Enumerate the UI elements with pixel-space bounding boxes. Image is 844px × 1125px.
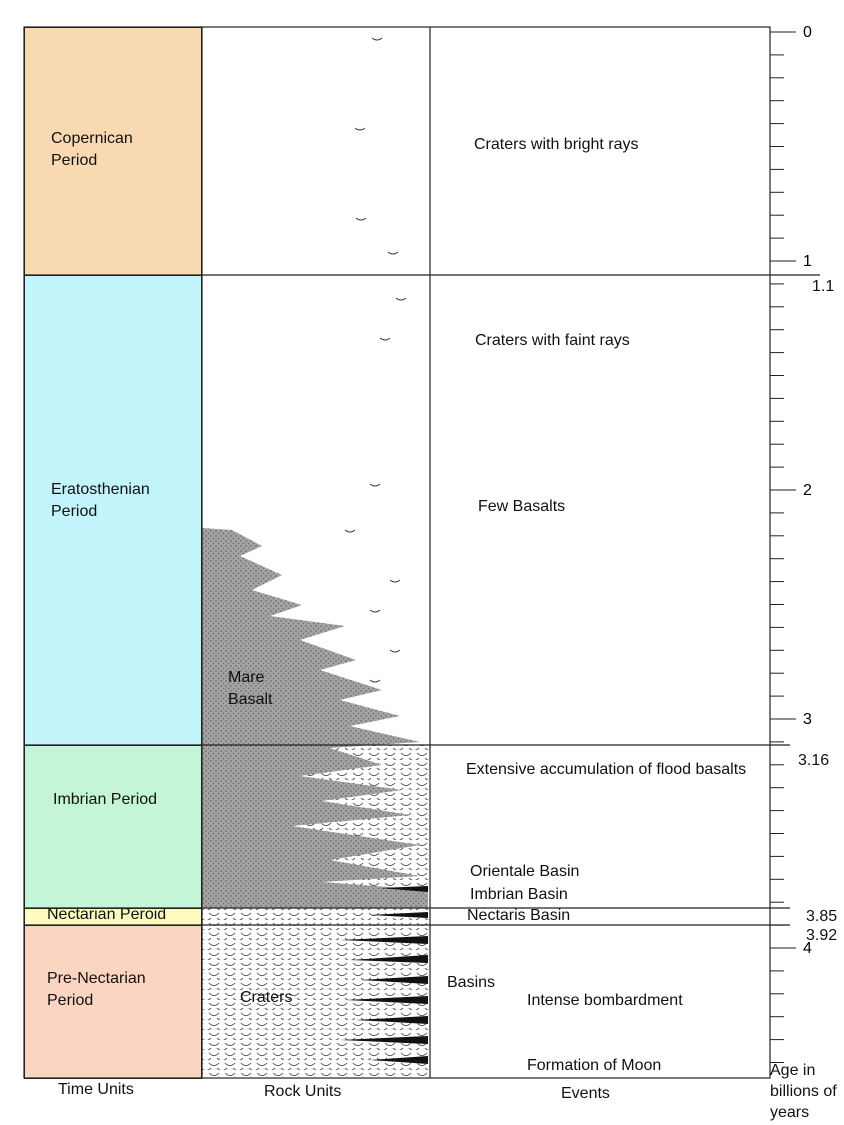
- tick-label: 2: [803, 482, 812, 499]
- rock-label: Mare Basalt: [228, 669, 273, 708]
- period-box: Pre-Nectarian Period: [24, 925, 202, 1079]
- event: Intense bombardment: [527, 992, 683, 1009]
- period-name: Pre-Nectarian Period: [47, 970, 146, 1009]
- tick-label: 1: [803, 253, 812, 270]
- frame: [23, 26, 820, 1079]
- event: Few Basalts: [478, 498, 566, 515]
- event: Basins: [447, 974, 496, 991]
- boundary-age: 3.92: [806, 927, 838, 944]
- period-name: Imbrian Period: [53, 791, 158, 808]
- event: Imbrian Basin: [470, 886, 568, 903]
- event: Craters with faint rays: [475, 332, 630, 349]
- event: Nectaris Basin: [467, 907, 571, 924]
- rock-art: [202, 37, 430, 1078]
- column-header: Age in billions of years: [770, 1062, 837, 1121]
- tick-label: 4: [803, 940, 812, 957]
- event: Formation of Moon: [527, 1057, 662, 1074]
- period-name: Nectarian Peroid: [47, 906, 167, 923]
- tick-label: 0: [803, 24, 812, 41]
- period-name: Copernican Period: [51, 130, 133, 169]
- period-box: Imbrian Period: [24, 745, 202, 909]
- period-name: Eratosthenian Period: [51, 481, 150, 520]
- column-header: Events: [561, 1085, 610, 1102]
- period-box: Copernican Period: [24, 27, 202, 276]
- age-axis: 0 1 2 3 4: [769, 24, 812, 1078]
- event: Orientale Basin: [470, 863, 580, 880]
- boundary-age: 3.85: [806, 908, 838, 925]
- event: Extensive accumulation of flood basalts: [466, 761, 747, 778]
- rock-label: Craters: [240, 989, 293, 1006]
- column-header: Rock Units: [264, 1083, 342, 1100]
- event: Craters with bright rays: [474, 136, 639, 153]
- tick-label: 3: [803, 711, 812, 728]
- boundary-age: 3.16: [798, 752, 830, 769]
- boundary-age: 1.1: [812, 278, 835, 295]
- column-header: Time Units: [58, 1081, 134, 1098]
